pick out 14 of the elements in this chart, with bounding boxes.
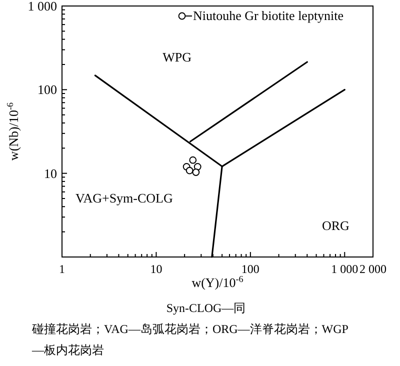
y-tick-label: 1 000 bbox=[28, 0, 57, 14]
x-axis-title: w(Y)/10$^{-6}$ bbox=[192, 274, 244, 290]
annotation: VAG+Sym-COLG bbox=[76, 190, 173, 206]
x-tick-label: 10 bbox=[150, 262, 162, 276]
y-tick-label: 100 bbox=[38, 82, 57, 98]
annotation: WPG bbox=[162, 50, 192, 65]
legend-label: Niutouhe Gr biotite leptynite bbox=[193, 8, 344, 23]
text: Syn-CLOG—同碰撞花岗岩；VAG—岛弧花岗岩；ORG—洋脊花岗岩；WGP—板内花岗岩 bbox=[31, 301, 349, 357]
x-tick-label: 100 bbox=[241, 262, 260, 276]
y-tick-label: 10 bbox=[44, 166, 57, 181]
x-tick-label: 1 000 bbox=[331, 262, 358, 276]
x-tick-label: 1 bbox=[59, 262, 65, 276]
x-tick-label: 2 000 bbox=[360, 262, 386, 276]
annotation: ORG bbox=[322, 218, 350, 233]
